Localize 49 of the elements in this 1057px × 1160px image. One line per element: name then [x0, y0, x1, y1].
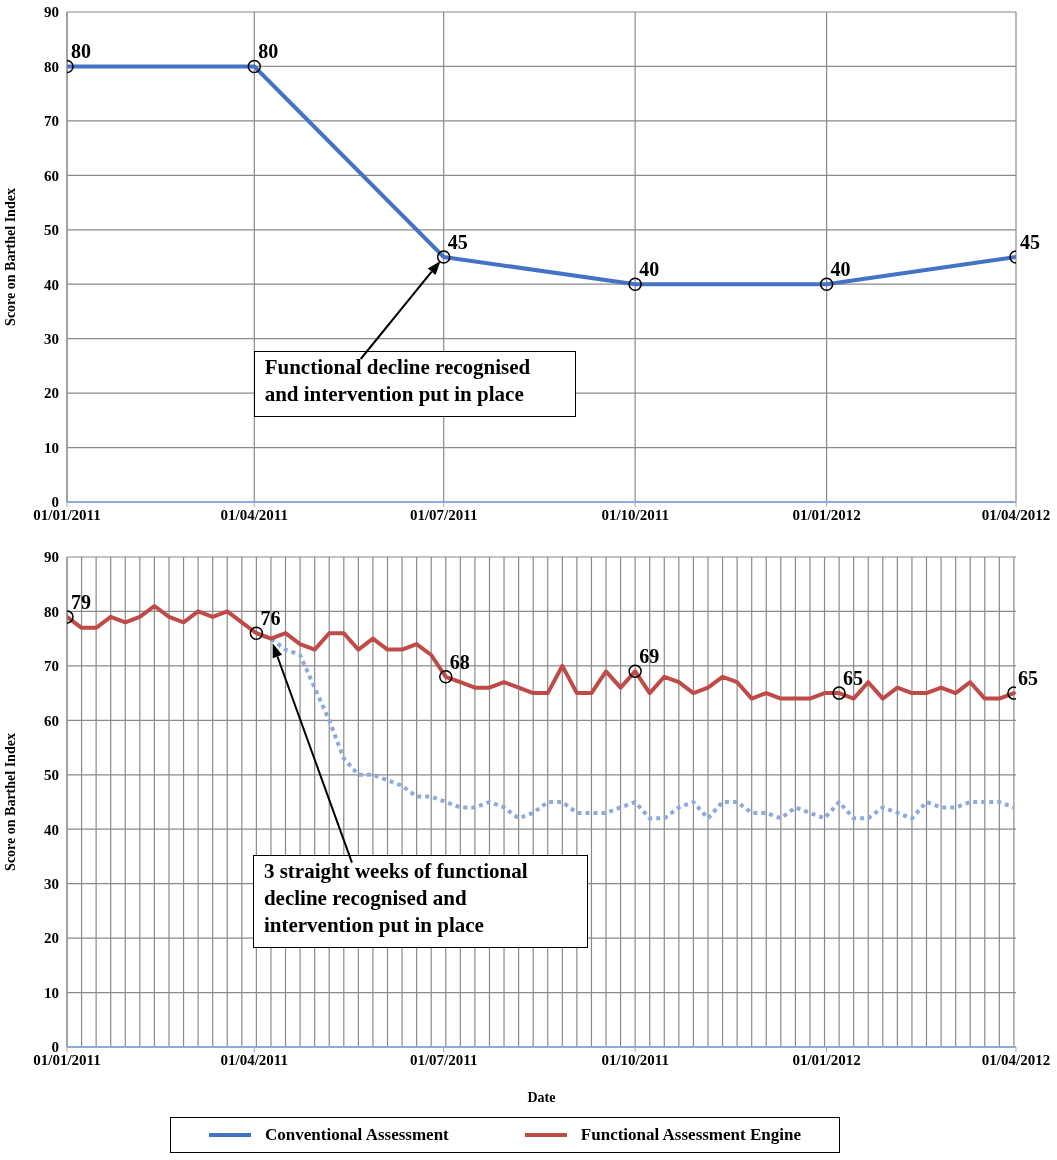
y-tick-label: 30 — [44, 875, 59, 892]
y-tick-label: 20 — [44, 385, 59, 402]
y-tick-label: 10 — [44, 984, 59, 1001]
y-tick-label: 50 — [44, 767, 59, 784]
y-tick-label: 90 — [44, 4, 59, 21]
x-tick-label: 01/04/2011 — [220, 506, 289, 523]
data-label: 40 — [639, 258, 660, 281]
y-tick-label: 90 — [44, 549, 59, 566]
y-tick-label: 30 — [44, 330, 59, 347]
x-tick-label: 01/01/2012 — [792, 1051, 861, 1068]
y-tick-label: 60 — [44, 712, 59, 729]
y-tick-label: 20 — [44, 930, 59, 947]
legend-label: Conventional Assessment — [265, 1125, 449, 1145]
x-tick-label: 01/04/2012 — [981, 1051, 1051, 1068]
y-tick-label: 80 — [44, 603, 59, 620]
data-label: 65 — [1017, 667, 1038, 690]
callout-box: 3 straight weeks of functional decline recognised and intervention put in place — [252, 854, 588, 948]
x-tick-label: 01/07/2011 — [409, 506, 478, 523]
data-label: 68 — [449, 650, 470, 673]
x-tick-label: 01/07/2011 — [409, 1051, 478, 1068]
y-tick-label: 70 — [44, 113, 59, 130]
data-label: 45 — [447, 231, 468, 253]
x-tick-label: 01/10/2011 — [601, 1051, 669, 1068]
x-tick-label: 01/04/2011 — [220, 1051, 289, 1068]
x-tick-label: 01/10/2011 — [601, 506, 669, 523]
x-tick-label: 01/04/2012 — [981, 506, 1051, 523]
y-tick-label: 50 — [44, 222, 59, 239]
data-label: 80 — [258, 40, 279, 63]
y-axis-title: Score on Barthel Index — [2, 188, 18, 326]
y-axis-title: Score on Barthel Index — [2, 733, 18, 871]
data-label: 76 — [260, 607, 281, 630]
annotation: 3 straight weeks of functional decline recognised and intervention put in place — [263, 857, 529, 939]
y-tick-label: 40 — [44, 821, 59, 838]
data-label: 40 — [830, 258, 851, 281]
data-label: 69 — [639, 645, 660, 668]
y-tick-label: 40 — [44, 276, 59, 293]
legend-label: Functional Assessment Engine — [580, 1125, 801, 1145]
y-tick-label: 10 — [44, 439, 59, 456]
callout-box: Functional decline recognised and intervention put in place — [253, 351, 576, 417]
data-label: 65 — [843, 667, 864, 690]
x-tick-label: 01/01/2012 — [792, 506, 861, 523]
annotation: Functional decline recognised and intervention put in place — [264, 354, 532, 408]
y-tick-label: 60 — [44, 167, 59, 184]
y-tick-label: 70 — [44, 658, 59, 675]
y-tick-label: 80 — [44, 58, 59, 75]
data-label: 80 — [71, 40, 91, 63]
data-label: 79 — [71, 590, 91, 613]
x-axis-title: Date — [526, 1090, 557, 1106]
data-label: 45 — [1020, 231, 1040, 253]
